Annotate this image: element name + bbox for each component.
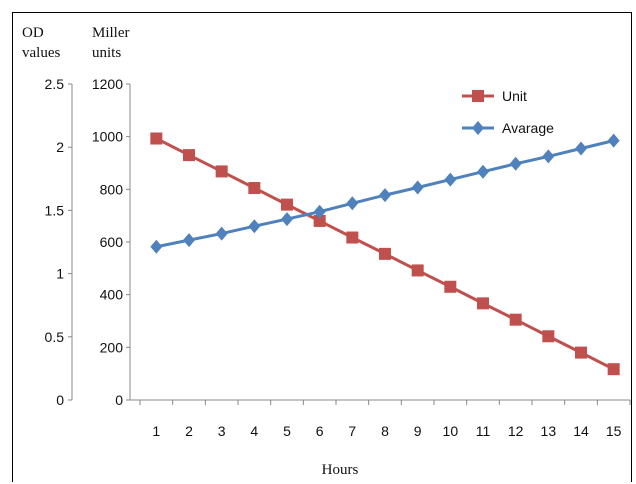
data-point-avarage: [248, 219, 261, 234]
right-tick-label: 1200: [92, 76, 123, 92]
right-axis-title-line1: Miller: [92, 25, 130, 41]
data-point-avarage: [607, 133, 620, 148]
x-tick-label: 4: [250, 423, 258, 439]
data-point-avarage: [313, 204, 326, 219]
x-tick-label: 2: [185, 423, 193, 439]
data-point-avarage: [215, 226, 228, 241]
x-tick-label: 6: [316, 423, 324, 439]
x-tick-label: 8: [381, 423, 389, 439]
right-tick-label: 600: [100, 234, 124, 250]
data-point-avarage: [150, 239, 163, 254]
left-tick-label: 0: [56, 392, 64, 408]
left-tick-label: 0.5: [45, 329, 65, 345]
x-tick-label: 5: [283, 423, 291, 439]
left-tick-label: 2: [56, 139, 64, 155]
data-point-unit: [183, 149, 195, 162]
x-tick-label: 1: [152, 423, 160, 439]
left-tick-label: 1: [56, 266, 64, 282]
right-tick-label: 1000: [92, 129, 123, 145]
data-point-avarage: [281, 212, 293, 227]
data-point-unit: [215, 165, 228, 178]
right-tick-label: 0: [115, 392, 123, 408]
x-tick-label: 3: [218, 423, 226, 439]
legend-marker-avarage: [472, 121, 484, 135]
data-point-unit: [607, 363, 620, 376]
data-point-unit: [379, 247, 391, 260]
left-tick-label: 2.5: [45, 76, 65, 92]
data-point-avarage: [444, 172, 457, 187]
x-tick-label: 13: [541, 423, 557, 439]
data-point-avarage: [183, 233, 195, 248]
data-point-avarage: [346, 196, 359, 211]
x-tick-label: 9: [414, 423, 422, 439]
legend: Unit Avarage: [462, 88, 554, 136]
data-point-avarage: [411, 180, 424, 195]
legend-marker-unit: [472, 90, 484, 102]
right-tick-label: 200: [100, 339, 124, 355]
legend-label-avarage: Avarage: [502, 120, 554, 136]
right-tick-label: 400: [100, 287, 124, 303]
data-point-avarage: [509, 156, 522, 171]
data-point-unit: [575, 346, 587, 359]
series-layer: [150, 132, 620, 376]
x-axis-title: Hours: [322, 462, 359, 478]
data-point-unit: [542, 330, 555, 343]
x-tick-label: 10: [443, 423, 459, 439]
left-axis-title-line2: values: [22, 45, 60, 61]
data-point-avarage: [379, 188, 391, 203]
x-tick-label: 11: [476, 423, 491, 439]
data-point-unit: [444, 280, 457, 293]
data-point-avarage: [575, 141, 587, 156]
data-point-avarage: [542, 149, 555, 164]
data-point-unit: [281, 198, 293, 211]
x-tick-label: 14: [573, 423, 589, 439]
data-point-unit: [509, 313, 522, 326]
data-point-unit: [411, 264, 424, 277]
data-point-unit: [248, 182, 261, 195]
data-point-avarage: [477, 164, 489, 179]
legend-label-unit: Unit: [502, 88, 527, 104]
chart-frame: [12, 12, 632, 482]
x-tick-label: 12: [508, 423, 524, 439]
x-tick-label: 7: [348, 423, 356, 439]
data-point-unit: [346, 231, 359, 244]
left-tick-label: 1.5: [45, 202, 65, 218]
left-axis-title-line1: OD: [22, 25, 44, 41]
right-axis-title-line2: units: [92, 45, 121, 61]
data-point-unit: [477, 297, 489, 310]
right-tick-label: 800: [100, 181, 124, 197]
data-point-unit: [313, 214, 326, 227]
x-tick-label: 15: [606, 423, 622, 439]
data-point-unit: [150, 132, 163, 145]
